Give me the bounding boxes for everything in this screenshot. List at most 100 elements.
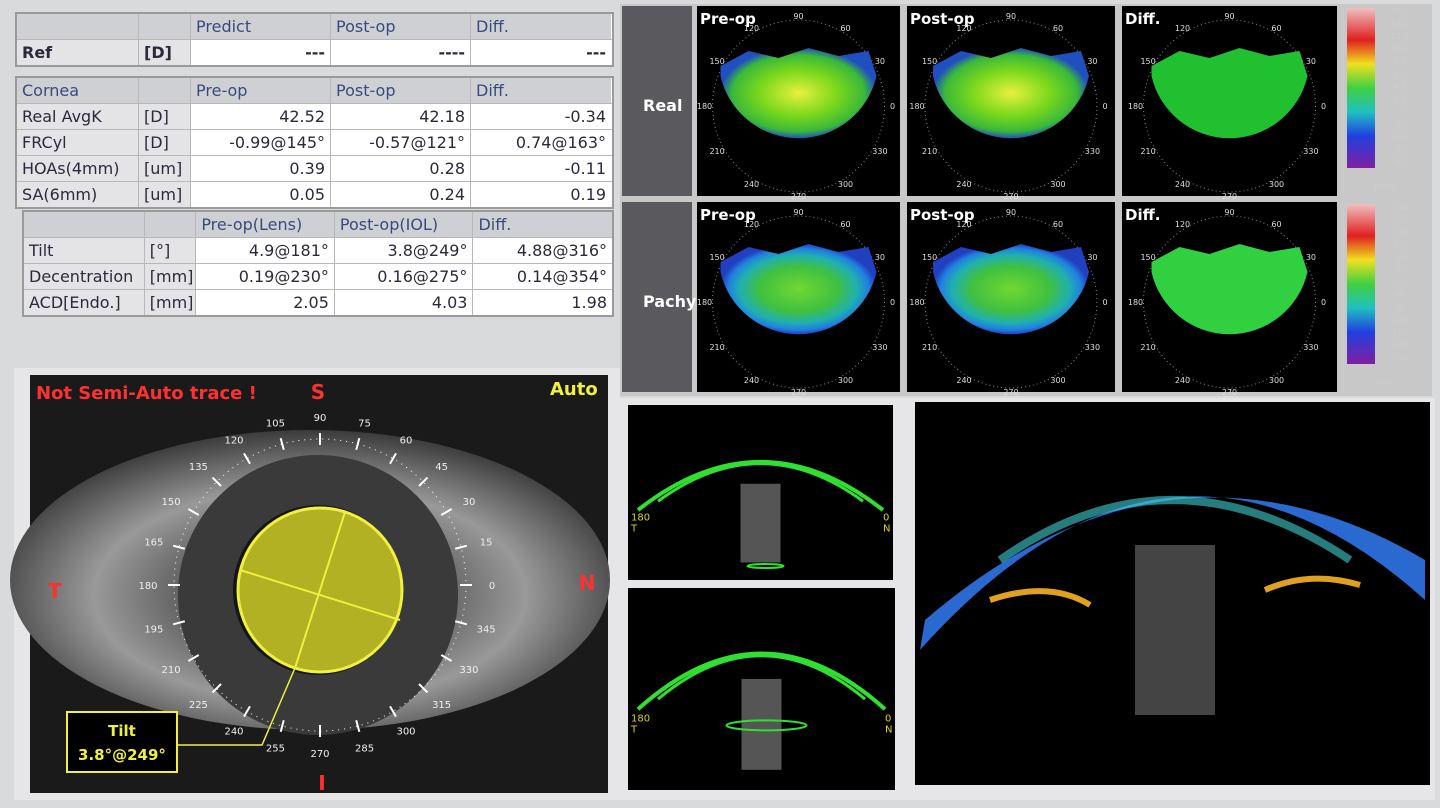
superior: S xyxy=(311,380,325,404)
header-cell xyxy=(139,14,191,39)
dial-label: 270 xyxy=(310,749,329,760)
angle-label: 150 xyxy=(709,253,724,262)
map-outline xyxy=(712,215,885,389)
scale-label: 160 xyxy=(1392,328,1407,337)
dial-tick xyxy=(243,705,251,718)
dial-label: 300 xyxy=(396,726,415,737)
dial-label: 75 xyxy=(358,419,371,430)
row-label: Decentration xyxy=(24,264,145,289)
lens-shadow xyxy=(740,483,781,563)
header-cell xyxy=(144,212,197,237)
angle-label: 0 xyxy=(890,298,895,307)
column-header: Diff. xyxy=(473,212,612,237)
scale-label: -80 xyxy=(1393,253,1406,262)
scale-label: -2.0 xyxy=(1392,120,1408,129)
dial-label: 90 xyxy=(314,413,327,424)
dial-label: 60 xyxy=(400,436,413,447)
data-table: Cornea Pre-op Post-op Diff. Real AvgK [D] 42.5… xyxy=(15,76,614,209)
angle-label: 330 xyxy=(1085,147,1100,156)
scale-label: 40 xyxy=(1395,291,1405,300)
dial-tick xyxy=(279,719,285,733)
angle-label: 330 xyxy=(872,343,887,352)
cell: ---- xyxy=(331,40,471,65)
scale-unit: Diop xyxy=(1374,182,1395,192)
table-header: Predict Post-op Diff. xyxy=(17,14,612,40)
color-bar xyxy=(1347,8,1375,168)
column-header: Pre-op(Lens) xyxy=(196,212,335,237)
header-cell xyxy=(17,14,139,39)
table-row: Tilt [°] 4.9@181° 3.8@249° 4.88@316° xyxy=(24,238,612,264)
cell: 0.16@275° xyxy=(335,264,474,289)
angle-label: 270 xyxy=(1222,192,1237,201)
dial-label: 240 xyxy=(224,726,243,737)
row-label: Tilt xyxy=(24,238,145,263)
map-outline xyxy=(924,19,1098,193)
table-row: SA(6mm) [um] 0.05 0.24 0.19 xyxy=(17,182,612,207)
angle-label: 180 xyxy=(697,102,712,111)
scale-label: -240 xyxy=(1391,203,1409,212)
cell: 0.05 xyxy=(191,182,331,207)
angle-label: 300 xyxy=(1050,376,1065,385)
row-unit: [mm] xyxy=(144,264,197,289)
angle-label: 90 xyxy=(1224,208,1234,217)
scale-label: 200 xyxy=(1392,341,1407,350)
row-label-bg xyxy=(622,6,692,196)
cell: 42.52 xyxy=(191,104,331,129)
scale-label: -40 xyxy=(1393,266,1406,275)
dial-tick xyxy=(211,476,222,487)
oct-angle: 180 xyxy=(631,713,650,724)
angle-label: 270 xyxy=(1222,388,1237,397)
header-cell: Cornea xyxy=(17,78,139,103)
row-label: Pachy xyxy=(643,292,697,311)
dial-label: 225 xyxy=(189,700,208,711)
dial-label: 150 xyxy=(161,497,180,508)
angle-label: 210 xyxy=(709,343,724,352)
angle-label: 270 xyxy=(791,388,806,397)
angle-label: 330 xyxy=(1303,343,1318,352)
oct-angle: 0 xyxy=(883,513,889,524)
map-fill xyxy=(933,48,1089,139)
table-row: FRCyl [D] -0.99@145° -0.57@121° 0.74@163° xyxy=(17,130,612,156)
map-fill xyxy=(720,48,877,139)
cell: -0.57@121° xyxy=(331,130,471,155)
dial-label: 285 xyxy=(355,743,374,754)
angle-label: 240 xyxy=(744,180,759,189)
dial-label: 180 xyxy=(138,581,157,592)
angle-label: 120 xyxy=(956,24,971,33)
data-table: Predict Post-op Diff. Ref [D] --- ---- --- xyxy=(15,12,614,67)
dial-tick xyxy=(440,654,453,662)
angle-label: 150 xyxy=(922,253,937,262)
cell: 0.14@354° xyxy=(516,267,607,286)
iris-scan xyxy=(989,588,1092,608)
angle-label: 210 xyxy=(709,147,724,156)
lens-axis xyxy=(239,569,401,621)
lens-shadow xyxy=(741,678,782,770)
angle-label: 300 xyxy=(838,376,853,385)
angle-label: 0 xyxy=(1102,298,1107,307)
inferior: I xyxy=(318,771,325,795)
dial-tick xyxy=(187,654,200,662)
map-title: Pre-op xyxy=(700,10,756,28)
angle-label: 270 xyxy=(1003,192,1018,201)
oct-side: N xyxy=(885,724,892,735)
tilt-value: 3.8°@249° xyxy=(78,746,166,764)
map-outline xyxy=(924,215,1098,389)
row-label: HOAs(4mm) xyxy=(17,156,139,181)
color-bar xyxy=(1347,204,1375,364)
row-label: Real AvgK xyxy=(17,104,139,129)
scale-label: 6.0 xyxy=(1394,70,1407,79)
table-row: Real AvgK [D] 42.52 42.18 -0.34 xyxy=(17,104,612,130)
scale-label: -160 xyxy=(1391,228,1409,237)
map-fill xyxy=(720,244,877,335)
map-title: Post-op xyxy=(910,206,975,224)
map-title: Post-op xyxy=(910,10,975,28)
angle-label: 330 xyxy=(1303,147,1318,156)
cell: 0.39 xyxy=(191,156,331,181)
angle-label: 180 xyxy=(909,298,924,307)
row-label: ACD[Endo.] xyxy=(24,290,145,315)
angle-label: 30 xyxy=(1306,253,1316,262)
angle-label: 300 xyxy=(1269,180,1284,189)
map-outline xyxy=(712,19,885,193)
angle-label: 150 xyxy=(709,57,724,66)
angle-label: 240 xyxy=(1175,180,1190,189)
